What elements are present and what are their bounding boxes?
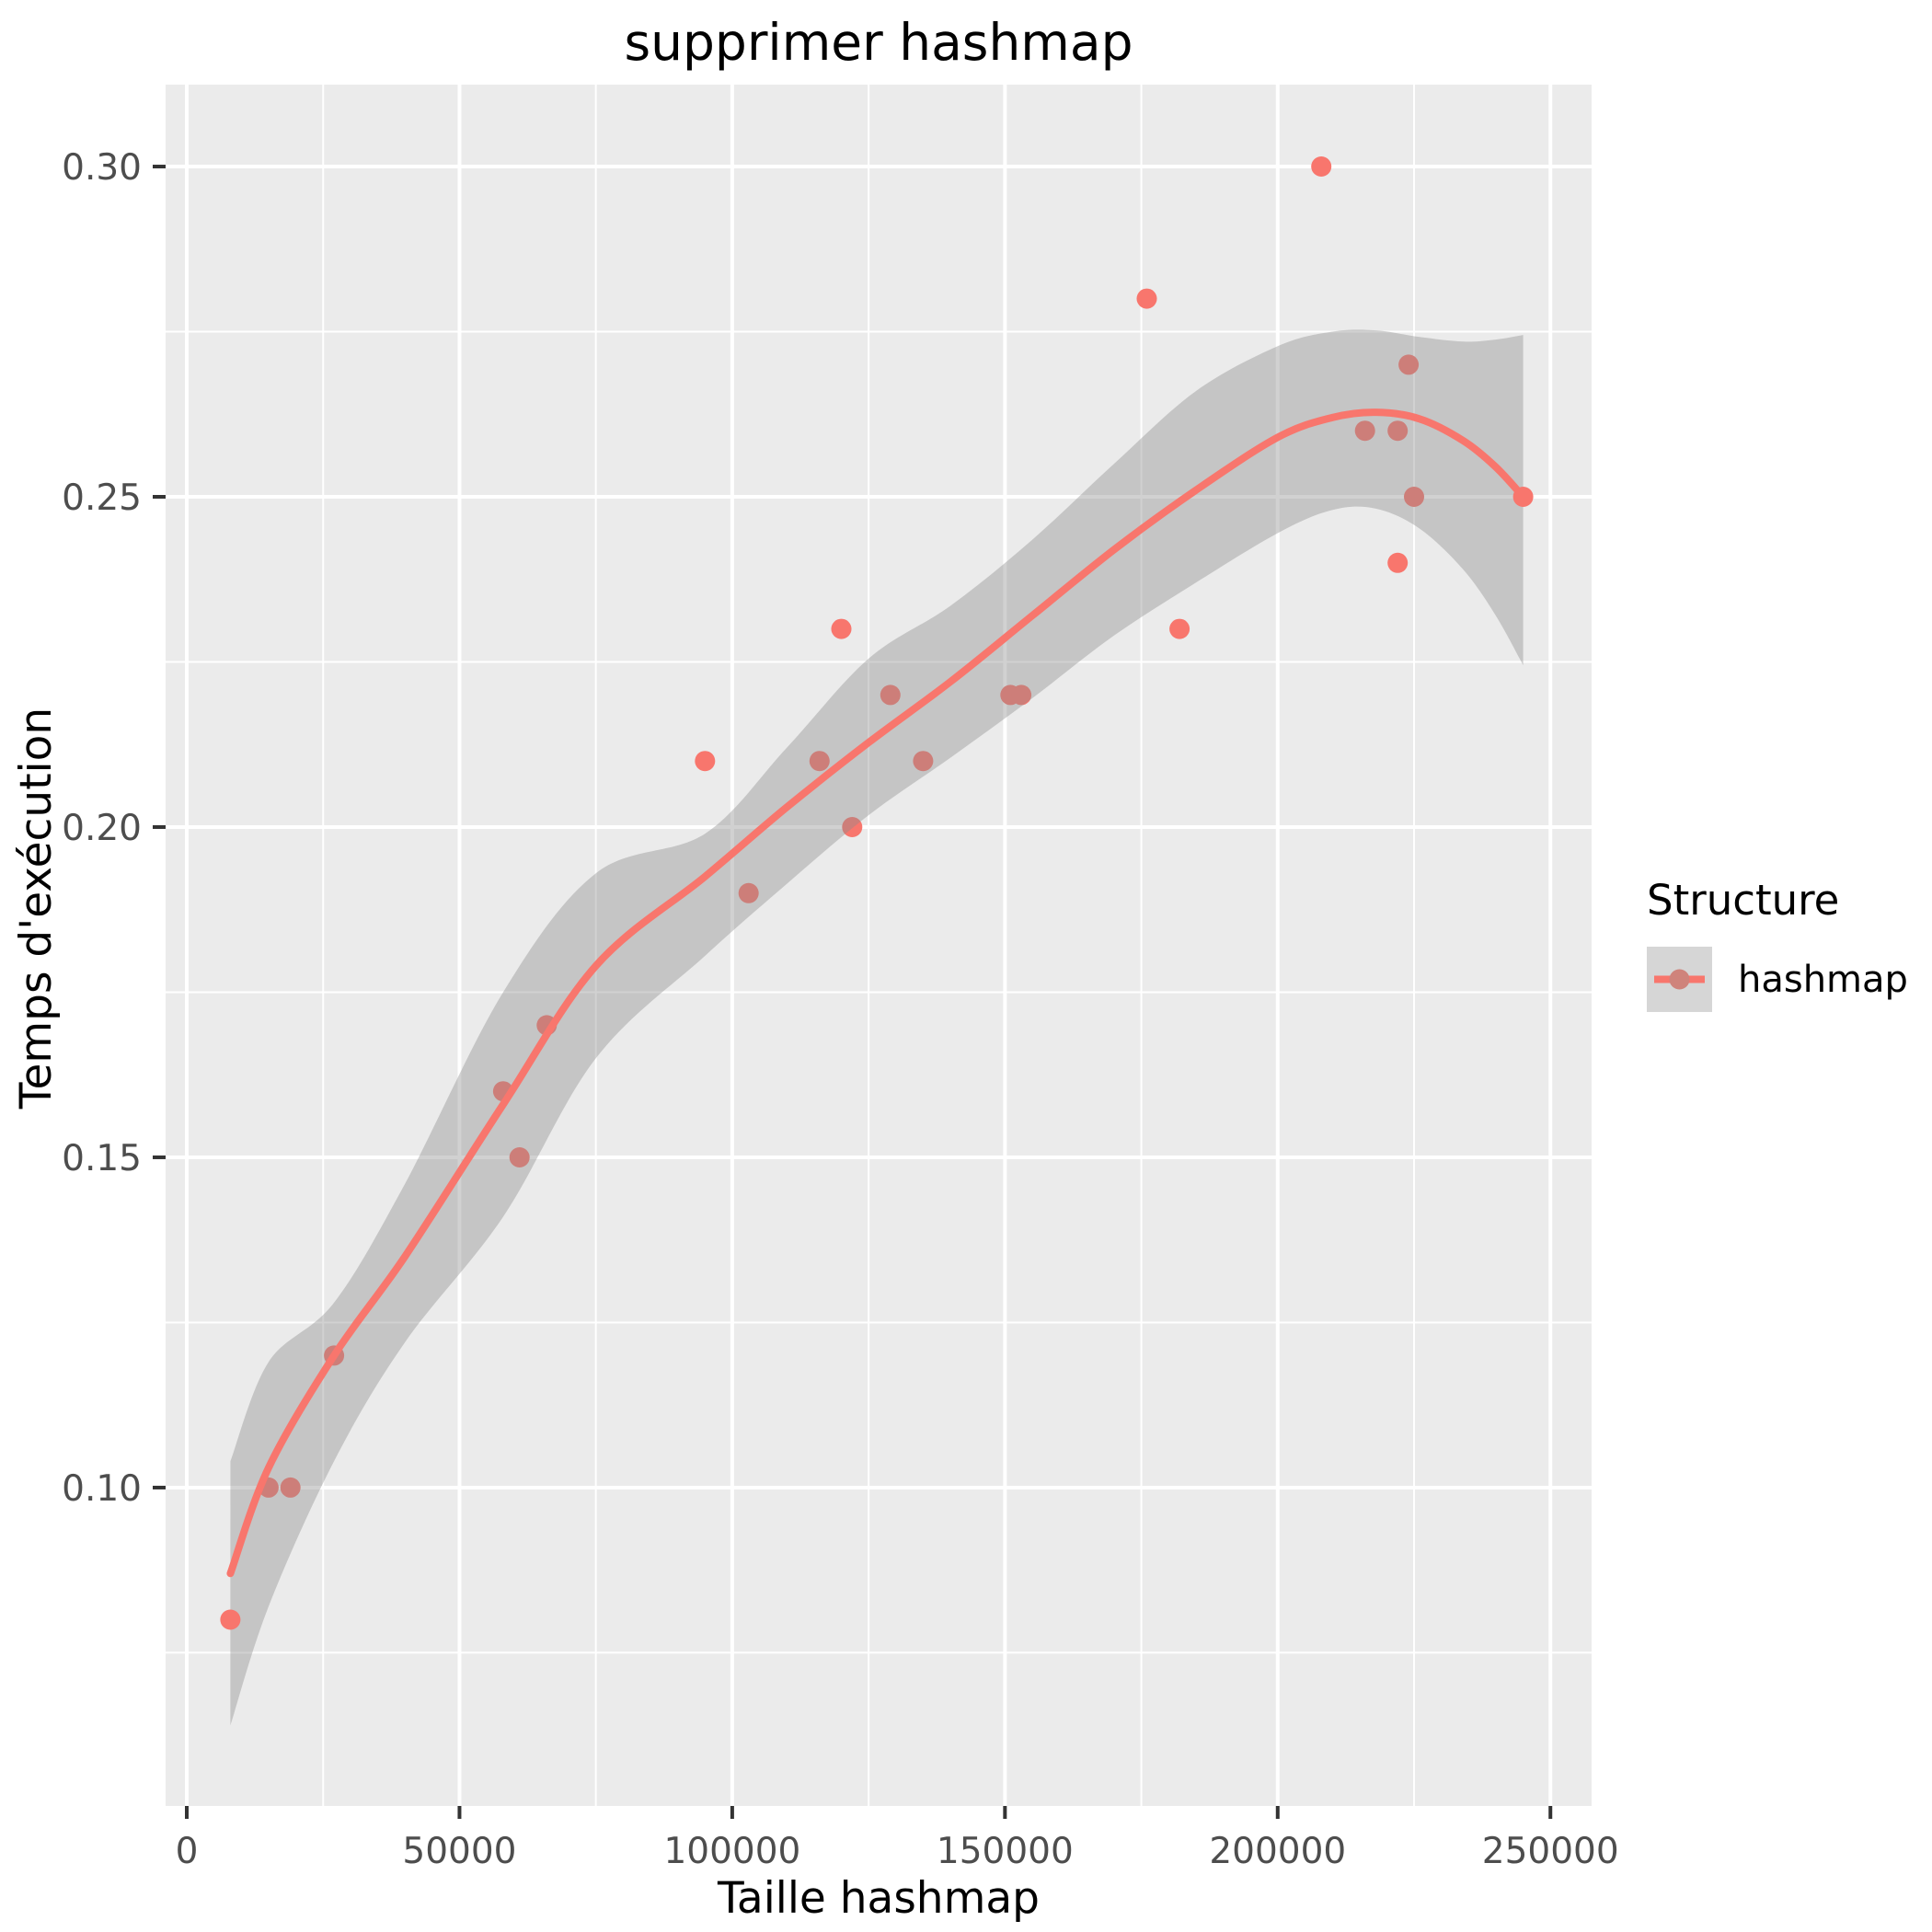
x-tick-label: 100000 — [663, 1831, 800, 1872]
plot-panel — [166, 85, 1592, 1806]
data-point — [809, 751, 830, 772]
smooth-line — [226, 408, 1527, 1578]
data-point — [280, 1477, 301, 1498]
data-point — [1011, 684, 1032, 706]
data-point — [1398, 354, 1420, 375]
legend-title: Structure — [1647, 876, 1840, 925]
y-axis-title: Temps d'exécution — [11, 707, 62, 1110]
y-tick-label: 0.30 — [62, 147, 142, 189]
x-tick-label: 50000 — [402, 1831, 516, 1872]
y-tick-label: 0.20 — [62, 808, 142, 849]
data-point — [880, 684, 901, 706]
confidence-ribbon — [230, 329, 1524, 1726]
data-point — [842, 817, 863, 837]
data-point — [695, 751, 716, 772]
x-tick-label: 250000 — [1482, 1831, 1619, 1872]
y-tick-label: 0.25 — [62, 477, 142, 519]
data-point — [220, 1609, 241, 1630]
x-tick-label: 0 — [176, 1831, 199, 1872]
y-tick-label: 0.10 — [62, 1468, 142, 1510]
data-point — [1169, 618, 1190, 639]
legend-key — [1647, 947, 1712, 1012]
data-point — [1311, 156, 1332, 177]
legend: Structure hashmap — [1647, 876, 1908, 1012]
x-tick-label: 200000 — [1209, 1831, 1346, 1872]
data-point — [1512, 487, 1534, 507]
data-point — [1354, 420, 1375, 442]
data-point — [1404, 487, 1424, 507]
data-point — [1387, 552, 1409, 573]
gridlines — [166, 85, 1592, 1806]
data-point — [913, 751, 934, 772]
chart-title: supprimer hashmap — [624, 13, 1133, 72]
y-tick-label: 0.15 — [62, 1138, 142, 1179]
x-axis-title: Taille hashmap — [717, 1873, 1041, 1924]
axis-ticks: 0 50000 100000 150000 200000 250000 0.10 0.15 0.… — [62, 147, 1619, 1872]
legend-label: hashmap — [1738, 958, 1908, 1001]
legend-key-glyph — [1654, 969, 1705, 990]
x-tick-label: 150000 — [937, 1831, 1074, 1872]
data-point — [738, 882, 759, 903]
data-point — [1387, 420, 1409, 442]
data-point — [509, 1147, 530, 1167]
data-point — [1136, 288, 1157, 309]
data-point — [831, 618, 852, 639]
legend-item-hashmap: hashmap — [1647, 947, 1908, 1012]
